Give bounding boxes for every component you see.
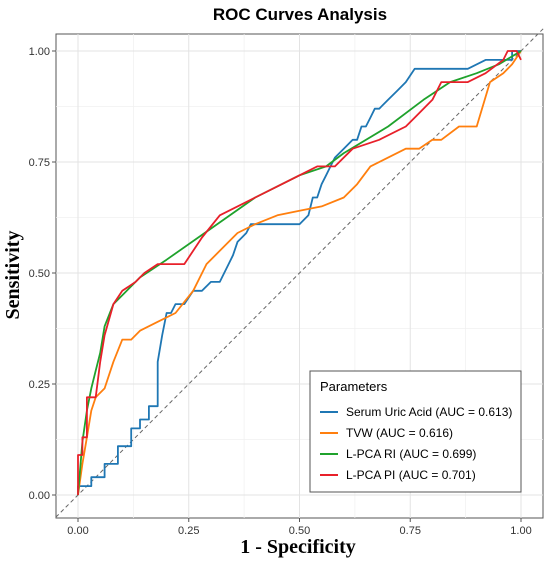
x-axis-label: 1 - Specificity xyxy=(240,536,356,558)
y-tick-label: 0.00 xyxy=(29,490,50,502)
series-line-4 xyxy=(77,50,522,495)
y-tick-label: 0.25 xyxy=(29,379,50,391)
x-tick-label: 0.25 xyxy=(178,525,199,537)
x-tick-label: 0.00 xyxy=(67,525,88,537)
y-tick-label: 0.75 xyxy=(29,157,50,169)
legend: Parameters Serum Uric Acid (AUC = 0.613)… xyxy=(309,370,522,493)
y-axis-ticks: 0.00 0.25 0.50 0.75 1.00 xyxy=(29,46,56,502)
legend-items: Serum Uric Acid (AUC = 0.613) TVW (AUC = … xyxy=(320,405,512,482)
y-tick-label: 1.00 xyxy=(29,46,50,58)
x-tick-label: 1.00 xyxy=(510,525,531,537)
grid-major xyxy=(56,34,543,518)
y-tick-label: 0.50 xyxy=(29,268,50,280)
legend-entry-label: L-PCA PI (AUC = 0.701) xyxy=(346,468,476,482)
series-line-2 xyxy=(77,50,522,496)
x-axis-ticks: 0.00 0.25 0.50 0.75 1.00 xyxy=(67,518,532,537)
series-layer xyxy=(77,50,522,496)
legend-entry-label: Serum Uric Acid (AUC = 0.613) xyxy=(346,405,512,419)
x-tick-label: 0.50 xyxy=(289,525,310,537)
legend-entry-label: TVW (AUC = 0.616) xyxy=(346,426,453,440)
series-line-1 xyxy=(77,50,521,495)
y-axis-label: Sensitivity xyxy=(2,231,24,320)
x-tick-label: 0.75 xyxy=(400,525,421,537)
reference-diagonal-line xyxy=(55,28,544,518)
legend-box xyxy=(309,370,522,493)
legend-entry-label: L-PCA RI (AUC = 0.699) xyxy=(346,447,476,461)
chart-title: ROC Curves Analysis xyxy=(213,5,387,24)
legend-title: Parameters xyxy=(320,379,388,394)
